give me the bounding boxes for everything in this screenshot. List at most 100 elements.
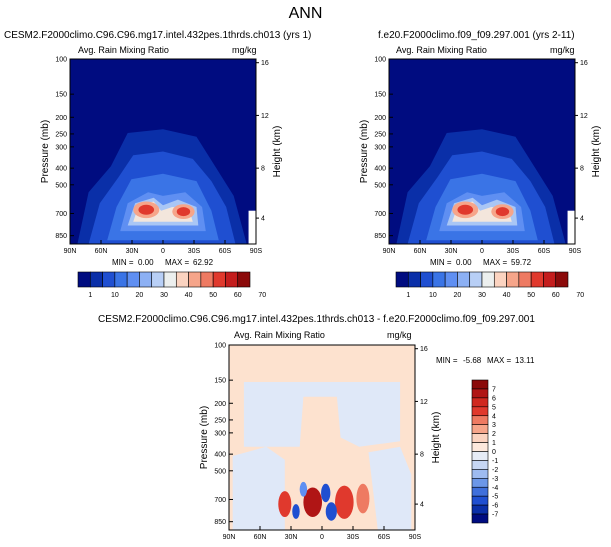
panel-1-units: mg/kg [232, 45, 257, 55]
panel-3-colorbar-label: -3 [492, 476, 498, 483]
panel-3-ytick-label: 500 [214, 468, 226, 475]
panel-3-anomaly-4 [299, 481, 308, 497]
panel-1-colorbar-swatch [89, 271, 103, 288]
panel-3-anomaly-7 [325, 502, 337, 521]
panel-1-colorbar-swatch [102, 271, 116, 288]
panel-3-colorbar-swatch [471, 460, 489, 470]
panel-1-xtick-label: 30N [126, 248, 139, 255]
panel-3-colorbar-label: -1 [492, 458, 498, 465]
panel-2-ytick-label: 200 [374, 115, 386, 122]
panel-2-ytick-label: 100 [374, 57, 386, 64]
panel-1-colorbar-swatch [77, 271, 91, 288]
panel-3-colorbar-label: 7 [492, 386, 496, 393]
panel-2-colorbar-swatch [493, 271, 507, 288]
panel-1-y2tick-label: 8 [261, 166, 265, 173]
panel-1-colorbar-label: 40 [185, 292, 193, 299]
panel-3-colorbar-label: 5 [492, 404, 496, 411]
panel-2-y2tick-label: 16 [580, 60, 588, 67]
panel-1-xtick-label: 60S [219, 248, 232, 255]
panel-2-colorbar-swatch [518, 271, 532, 288]
panel-2-missing-region [567, 210, 575, 244]
panel-3-ytick-label: 250 [214, 417, 226, 424]
panel-1-ytick-label: 300 [55, 144, 67, 151]
panel-3-ytick-label: 300 [214, 430, 226, 437]
panel-2-colorbar-label: 50 [527, 292, 535, 299]
panel-2-colorbar-label: 70 [576, 292, 584, 299]
panel-3-colorbar-swatch [471, 486, 489, 497]
panel-2-ytick-label: 150 [374, 92, 386, 99]
panel-1-colorbar-swatch [175, 271, 189, 288]
panel-3-xtick-label: 0 [320, 534, 324, 541]
panel-1-colorbar-label: 10 [111, 292, 119, 299]
panel-3-ytick-label: 100 [214, 343, 226, 350]
panel-2-field-title: Avg. Rain Mixing Ratio [396, 45, 487, 55]
panel-1-y2tick-label: 12 [261, 113, 269, 120]
panel-1-colorbar-swatch [212, 271, 226, 288]
panel-3-min-label: MIN = [436, 356, 458, 365]
panel-1-colorbar-swatch [163, 271, 177, 288]
panel-1-colorbar-swatch [225, 271, 239, 288]
panel-3-colorbar-swatch [471, 433, 489, 443]
panel-3-anomaly-6 [356, 483, 370, 514]
panel-3-colorbar-swatch [471, 495, 489, 506]
panel-3-y2label: Height (km) [431, 412, 442, 464]
panel-3-xtick-label: 60S [378, 534, 391, 541]
panel-1-maximum-core-1 [138, 204, 155, 215]
panel-1-min-label: MIN = [112, 258, 134, 267]
panel-1-ytick-label: 150 [55, 92, 67, 99]
panel-3-colorbar-swatch [471, 379, 489, 390]
panel-1-colorbar-label: 50 [209, 292, 217, 299]
panel-3-xtick-label: 90N [223, 534, 236, 541]
panel-1-maximum-core-2 [176, 207, 191, 217]
panel-1-colorbar-swatch [188, 271, 202, 288]
panel-3-colorbar-swatch [471, 397, 489, 408]
panel-1-colorbar-label: 30 [160, 292, 168, 299]
panel-1-ytick-label: 400 [55, 166, 67, 173]
panel-2-ytick-label: 400 [374, 166, 386, 173]
panel-2-ytick-label: 500 [374, 182, 386, 189]
panel-2-colorbar-label: 1 [406, 292, 410, 299]
panel-1-missing-region [248, 210, 256, 244]
panel-3-ytick-label: 150 [214, 378, 226, 385]
panel-3-y2tick-label: 12 [420, 399, 428, 406]
panel-1-case-title: CESM2.F2000climo.C96.C96.mg17.intel.432p… [4, 30, 312, 41]
panel-2-ytick-label: 300 [374, 144, 386, 151]
panel-2-contour-field [389, 59, 575, 244]
panel-1-xtick-label: 60N [95, 248, 108, 255]
panel-1-ytick-label: 700 [55, 211, 67, 218]
panel-2-min-label: MIN = [430, 258, 452, 267]
panel-1-ytick-label: 200 [55, 115, 67, 122]
panel-3-ytick-label: 200 [214, 401, 226, 408]
panel-2-ytick-label: 250 [374, 131, 386, 138]
panel-1-colorbar-label: 1 [88, 292, 92, 299]
panel-3-ytick-label: 400 [214, 452, 226, 459]
panel-2-xtick-label: 0 [480, 248, 484, 255]
panel-3-colorbar-label: 0 [492, 449, 496, 456]
panel-1-ytick-label: 500 [55, 182, 67, 189]
panel-2-max-value: 59.72 [511, 258, 532, 267]
panel-3-xtick-label: 90S [409, 534, 422, 541]
panel-1-ylabel: Pressure (mb) [40, 120, 51, 183]
panel-2-ylabel: Pressure (mb) [359, 120, 370, 183]
panel-1-ytick-label: 100 [55, 57, 67, 64]
panel-3-colorbar-swatch [471, 469, 489, 479]
panel-1-xtick-label: 0 [161, 248, 165, 255]
panel-3-xtick-label: 60N [254, 534, 267, 541]
panel-3-ylabel: Pressure (mb) [199, 406, 210, 469]
panel-1-colorbar-swatch [126, 271, 140, 288]
panel-2-colorbar-swatch [432, 271, 446, 288]
panel-3-min-value: -5.68 [463, 356, 482, 365]
panel-3-negative-plume [243, 382, 401, 447]
panel-2-colorbar-label: 60 [552, 292, 560, 299]
panel-3-colorbar-label: -5 [492, 494, 498, 501]
panel-2-ytick-label: 850 [374, 233, 386, 240]
panel-3-negative-region-east [368, 446, 412, 530]
panel-3-max-value: 13.11 [515, 356, 535, 365]
panel-3-colorbar-swatch [471, 415, 489, 425]
panel-3-colorbar-swatch [471, 513, 489, 524]
panel-2-xtick-label: 60S [538, 248, 551, 255]
panel-3-anomaly-2 [303, 487, 323, 518]
panel-2-colorbar-label: 30 [478, 292, 486, 299]
panel-3-y2tick-label: 16 [420, 346, 428, 353]
